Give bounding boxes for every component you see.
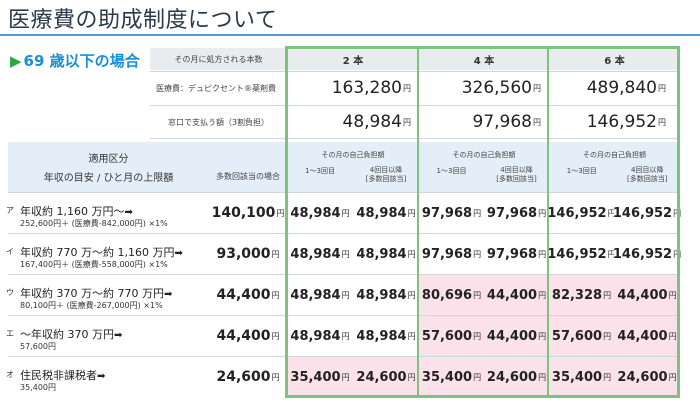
multi-limit: 93,000 円 bbox=[216, 246, 280, 262]
row-kana: オ bbox=[6, 370, 14, 379]
multi-limit: 140,100 円 bbox=[211, 205, 285, 221]
self-pay-cell: 44,400 円 bbox=[614, 316, 680, 356]
page-title: 医療費の助成制度について bbox=[8, 8, 278, 33]
row-kana: イ bbox=[6, 247, 14, 256]
monthly-count-label: その月に処方される本数 bbox=[150, 48, 287, 70]
row-formula: 80,100円＋ (医療費-267,000円) ×1% bbox=[20, 301, 163, 310]
window-pay-2: 48,984 円 bbox=[342, 112, 411, 132]
drug-cost-label: 医療費：デュピクセント®薬剤費 bbox=[156, 83, 276, 93]
title-rule bbox=[0, 34, 700, 36]
self-pay-cell: 57,600 円 bbox=[549, 316, 614, 356]
row-income: 〜年収約 370 万円➡ bbox=[20, 328, 123, 341]
window-pay-4: 97,968 円 bbox=[472, 112, 541, 132]
self-pay-cell: 80,696 円 bbox=[419, 275, 484, 315]
self-pay-cell: 146,952 円 bbox=[547, 193, 616, 233]
section-label: 69 歳以下の場合 bbox=[23, 52, 140, 70]
self-pay-cell: 48,984 円 bbox=[287, 234, 353, 274]
row-formula: 57,600円 bbox=[20, 342, 56, 351]
divider bbox=[8, 233, 680, 234]
row-income: 年収約 1,160 万円〜➡ bbox=[20, 205, 133, 218]
self-pay-cell: 24,600 円 bbox=[353, 357, 419, 397]
divider bbox=[8, 192, 680, 193]
self-pay-cell: 97,968 円 bbox=[419, 193, 484, 233]
arrow-right-icon: ➡ bbox=[97, 371, 106, 382]
self-pay-cell: 24,600 円 bbox=[614, 357, 680, 397]
window-pay-label: 窓口で支払う額（3割負担） bbox=[167, 117, 270, 127]
self-pay-cell: 146,952 円 bbox=[613, 193, 681, 233]
self-pay-cell: 48,984 円 bbox=[287, 316, 353, 356]
self-pay-cell: 146,952 円 bbox=[547, 234, 616, 274]
multi-limit: 44,400 円 bbox=[216, 328, 280, 344]
self-pay-cell: 48,984 円 bbox=[287, 193, 353, 233]
arrow-right-icon: ➡ bbox=[124, 207, 133, 218]
section-heading: ▶ 69 歳以下の場合 bbox=[10, 50, 140, 71]
col-header-4: 4 本 bbox=[419, 48, 549, 70]
arrow-right-icon: ➡ bbox=[163, 289, 173, 300]
self-pay-header-2: その月の自己負担額 1〜3回目 4回目以降 [多数回該当] bbox=[287, 142, 419, 192]
self-pay-cell: 35,400 円 bbox=[549, 357, 614, 397]
self-pay-header-4: その月の自己負担額 1〜3回目 4回目以降 [多数回該当] bbox=[419, 142, 549, 192]
self-pay-cell: 44,400 円 bbox=[614, 275, 680, 315]
arrow-right-icon: ➡ bbox=[174, 248, 183, 259]
row-formula: 35,400円 bbox=[20, 383, 56, 392]
row-kana: エ bbox=[6, 329, 14, 338]
row-income: 年収約 770 万〜約 1,160 万円➡ bbox=[20, 246, 183, 259]
divider bbox=[150, 71, 680, 72]
self-pay-cell: 97,968 円 bbox=[484, 234, 549, 274]
self-pay-cell: 48,984 円 bbox=[353, 234, 419, 274]
divider bbox=[8, 315, 680, 316]
multi-limit: 24,600 円 bbox=[216, 369, 280, 385]
divider bbox=[150, 138, 680, 139]
self-pay-cell: 146,952 円 bbox=[613, 234, 681, 274]
self-pay-cell: 82,328 円 bbox=[549, 275, 614, 315]
self-pay-cell: 97,968 円 bbox=[484, 193, 549, 233]
window-pay-6: 146,952 円 bbox=[586, 112, 666, 132]
self-pay-cell: 44,400 円 bbox=[484, 316, 549, 356]
drug-cost-4: 326,560 円 bbox=[461, 78, 541, 98]
self-pay-cell: 48,984 円 bbox=[353, 316, 419, 356]
row-income: 年収約 370 万〜約 770 万円➡ bbox=[20, 287, 173, 300]
green-separator bbox=[547, 46, 549, 398]
self-pay-cell: 48,984 円 bbox=[353, 193, 419, 233]
self-pay-cell: 97,968 円 bbox=[419, 234, 484, 274]
divider bbox=[150, 105, 680, 106]
triangle-icon: ▶ bbox=[10, 52, 22, 70]
self-pay-cell: 57,600 円 bbox=[419, 316, 484, 356]
col-header-6: 6 本 bbox=[549, 48, 680, 70]
self-pay-cell: 24,600 円 bbox=[484, 357, 549, 397]
self-pay-cell: 48,984 円 bbox=[353, 275, 419, 315]
row-formula: 167,400円＋ (医療費-558,000円) ×1% bbox=[20, 260, 168, 269]
self-pay-cell: 48,984 円 bbox=[287, 275, 353, 315]
drug-cost-2: 163,280 円 bbox=[331, 78, 411, 98]
row-income: 住民税非課税者➡ bbox=[20, 369, 106, 382]
row-kana: ウ bbox=[6, 288, 14, 297]
green-separator bbox=[417, 46, 419, 398]
row-kana: ア bbox=[6, 206, 14, 215]
divider bbox=[8, 274, 680, 275]
multi-header: 多数回該当の場合 bbox=[209, 142, 287, 192]
drug-cost-6: 489,840 円 bbox=[586, 78, 666, 98]
col-header-2: 2 本 bbox=[287, 48, 419, 70]
self-pay-cell: 35,400 円 bbox=[419, 357, 484, 397]
arrow-right-icon: ➡ bbox=[114, 330, 123, 341]
self-pay-header-6: その月の自己負担額 1〜3回目 4回目以降 [多数回該当] bbox=[549, 142, 680, 192]
row-formula: 252,600円＋ (医療費-842,000円) ×1% bbox=[20, 219, 168, 228]
self-pay-cell: 44,400 円 bbox=[484, 275, 549, 315]
category-header: 適用区分 年収の目安 / ひと月の上限額 bbox=[8, 142, 209, 192]
self-pay-cell: 35,400 円 bbox=[287, 357, 353, 397]
divider bbox=[8, 356, 680, 357]
multi-limit: 44,400 円 bbox=[216, 287, 280, 303]
